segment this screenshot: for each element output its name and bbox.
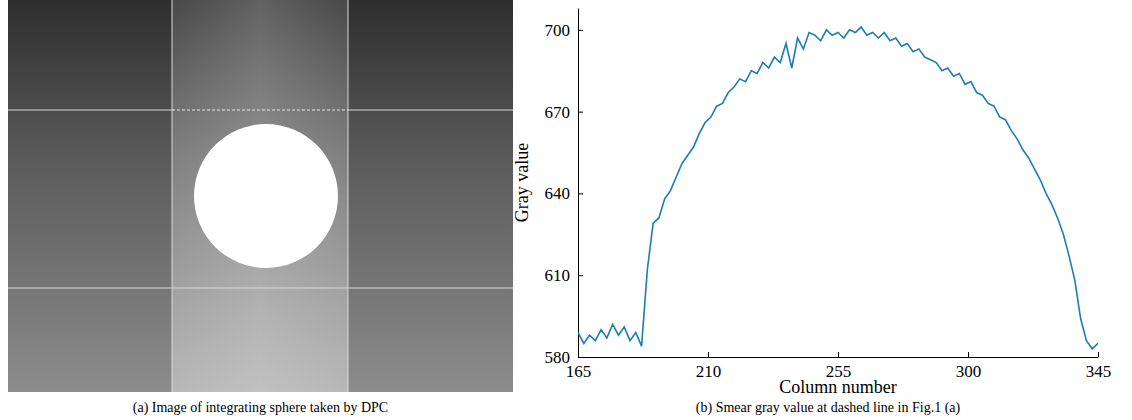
smear-band [172,0,348,392]
tick: 300 [956,352,982,381]
tick-label: 580 [545,348,571,367]
tick-mark [968,352,969,357]
dashed-line [172,109,348,110]
tick-mark [578,193,583,194]
image-panel [8,0,513,392]
guide-line [172,0,173,392]
guide-line [8,110,172,111]
tick-mark [578,112,583,113]
tick-label: 640 [545,184,571,203]
x-axis-title: Column number [779,377,897,397]
tick-label: 700 [545,21,571,40]
guide-line [348,110,513,111]
smear-band-center [172,0,348,392]
image-background [8,0,513,392]
tick: 345 [1086,352,1112,381]
axis-line [579,357,1099,358]
tick-mark [578,30,583,31]
y-axis: 580 610 640 670 700 [545,9,584,367]
guide-line [348,0,349,392]
caption: (a) Image of integrating sphere taken by… [133,400,388,416]
caption: (b) Smear gray value at dashed line in F… [696,400,961,416]
guide-line [8,288,513,289]
tick-label: 210 [696,362,722,381]
axis-line [578,9,579,358]
tick-mark [1098,352,1099,357]
tick-label: 610 [545,266,571,285]
tick: 210 [696,352,722,381]
y-axis-title: Gray value [512,143,532,222]
tick-mark [578,357,583,358]
tick-label: 345 [1086,362,1112,381]
tick-mark [838,352,839,357]
tick-label: 300 [956,362,982,381]
tick: 640 [545,184,584,203]
figure: (a) Image of integrating sphere taken by… [0,0,1132,420]
tick: 580 [545,348,584,367]
integrating-sphere [194,124,338,268]
tick: 610 [545,266,584,285]
tick-mark [708,352,709,357]
tick: 700 [545,21,584,40]
tick-label: 670 [545,103,571,122]
line-panel: 165210255300345580610640670700Column num… [512,9,1111,398]
tick: 670 [545,103,584,122]
tick-mark [578,275,583,276]
plot-area [578,27,1098,349]
data-line [578,27,1098,349]
